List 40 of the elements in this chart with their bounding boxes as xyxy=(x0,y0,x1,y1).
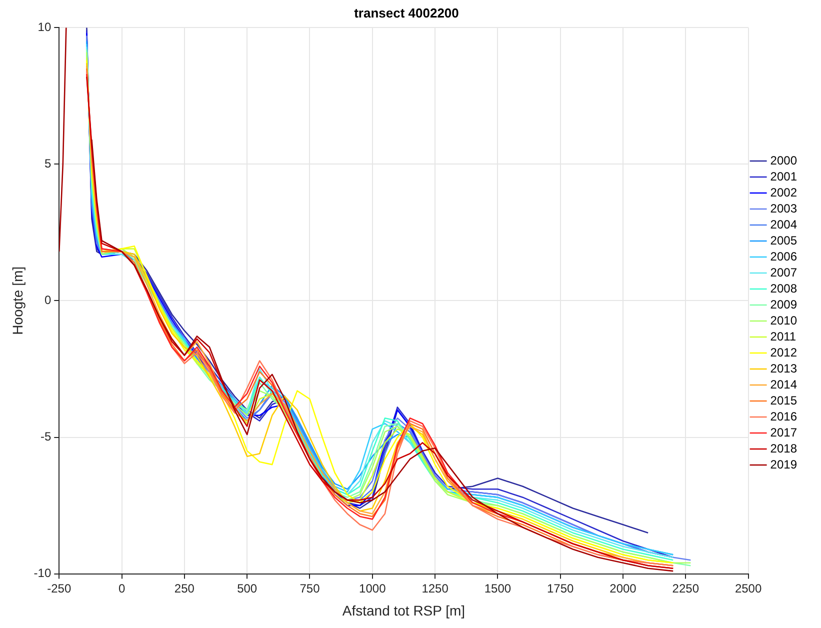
legend-label: 2004 xyxy=(770,217,798,232)
x-tick-label: 2000 xyxy=(610,581,637,596)
legend-label: 2009 xyxy=(770,297,798,312)
x-tick-label: 750 xyxy=(300,581,320,596)
y-tick-label: 10 xyxy=(38,20,52,34)
legend-label: 2010 xyxy=(770,313,798,328)
legend-label: 2014 xyxy=(770,377,798,392)
x-tick-label: 1500 xyxy=(484,581,512,596)
y-axis-title: Hoogte [m] xyxy=(9,266,26,335)
x-axis-title: Afstand tot RSP [m] xyxy=(342,602,466,618)
y-tick-label: 0 xyxy=(44,293,52,308)
y-tick-label: -10 xyxy=(34,566,52,580)
legend-label: 2006 xyxy=(770,249,798,264)
legend-label: 2017 xyxy=(770,425,798,440)
x-tick-label: -250 xyxy=(47,581,72,596)
legend-label: 2000 xyxy=(770,153,798,168)
x-tick-label: 0 xyxy=(118,581,126,596)
legend-label: 2008 xyxy=(770,281,798,296)
legend-label: 2007 xyxy=(770,265,798,280)
legend-label: 2002 xyxy=(770,185,798,200)
chart-title: transect 4002200 xyxy=(354,5,459,20)
x-tick-label: 1000 xyxy=(359,581,386,596)
x-tick-label: 2500 xyxy=(734,581,762,596)
legend-label: 2016 xyxy=(770,409,798,424)
legend-label: 2001 xyxy=(770,169,798,184)
legend-label: 2013 xyxy=(770,361,798,376)
legend-label: 2003 xyxy=(770,201,798,216)
legend-label: 2015 xyxy=(770,393,798,408)
x-tick-label: 1750 xyxy=(547,581,574,596)
x-tick-label: 2250 xyxy=(672,581,700,596)
legend-label: 2018 xyxy=(770,441,798,456)
legend-label: 2019 xyxy=(770,457,798,472)
y-tick-label: 5 xyxy=(44,156,52,170)
x-tick-label: 250 xyxy=(174,581,195,596)
x-tick-label: 500 xyxy=(237,581,258,596)
legend-label: 2005 xyxy=(770,233,798,248)
legend-label: 2011 xyxy=(770,329,796,344)
x-tick-label: 1250 xyxy=(422,581,449,596)
legend-label: 2012 xyxy=(770,345,798,360)
y-tick-label: -5 xyxy=(40,430,52,444)
